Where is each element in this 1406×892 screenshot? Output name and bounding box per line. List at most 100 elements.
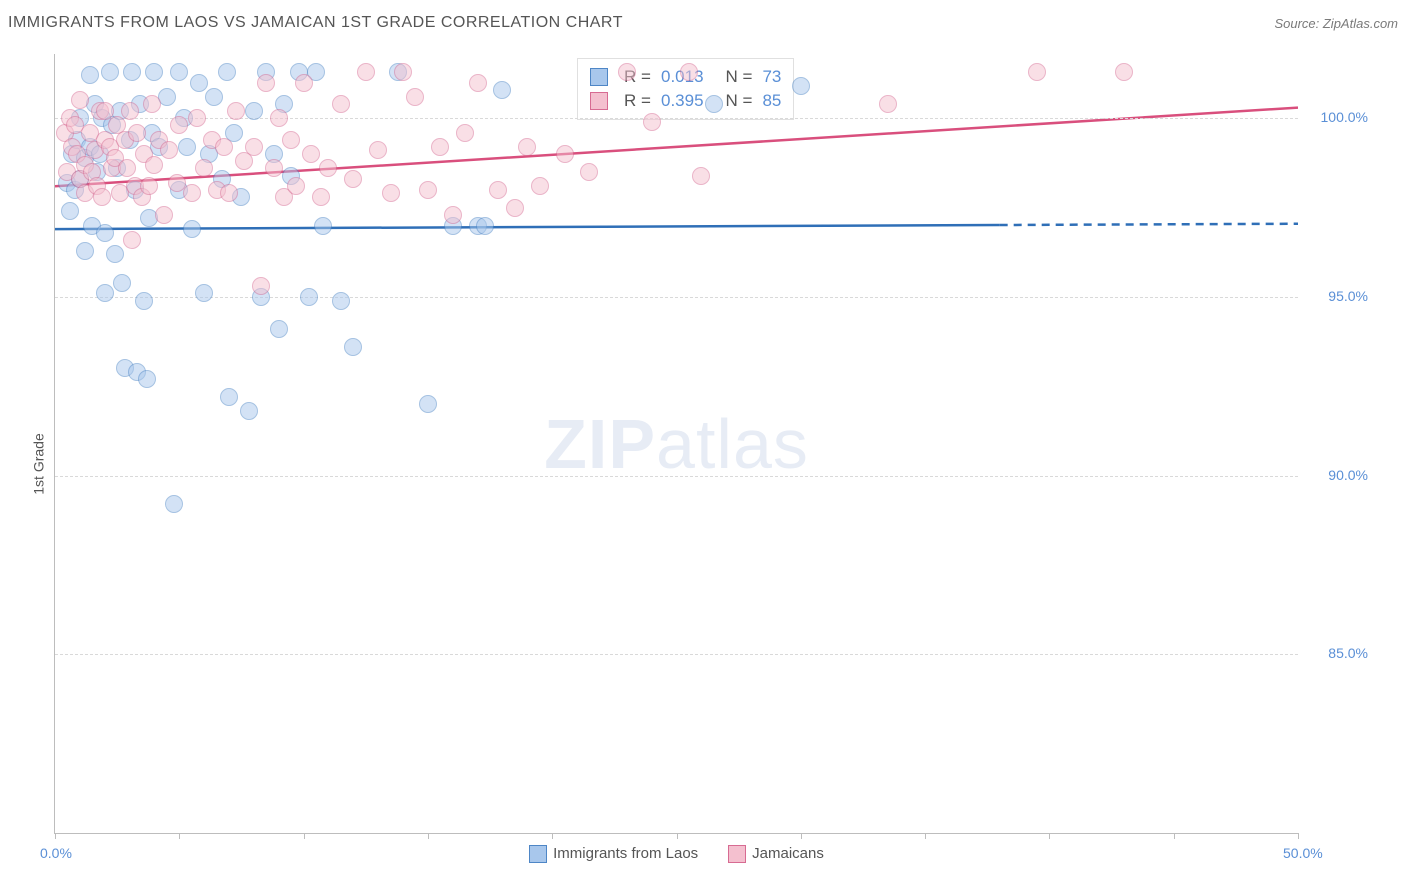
swatch-laos xyxy=(590,68,608,86)
watermark: ZIPatlas xyxy=(544,404,809,484)
data-point-laos xyxy=(419,395,437,413)
data-point-laos xyxy=(178,138,196,156)
data-point-laos xyxy=(493,81,511,99)
n-value-jamaicans: 85 xyxy=(762,91,781,111)
data-point-laos xyxy=(344,338,362,356)
data-point-jamaicans xyxy=(295,74,313,92)
data-point-jamaicans xyxy=(580,163,598,181)
data-point-laos xyxy=(314,217,332,235)
data-point-jamaicans xyxy=(188,109,206,127)
data-point-laos xyxy=(205,88,223,106)
y-axis-label: 1st Grade xyxy=(31,433,47,494)
x-tick xyxy=(1298,833,1299,839)
data-point-jamaicans xyxy=(357,63,375,81)
r-value-jamaicans: 0.395 xyxy=(661,91,704,111)
y-tick-label: 90.0% xyxy=(1328,467,1368,483)
data-point-laos xyxy=(145,63,163,81)
data-point-jamaicans xyxy=(155,206,173,224)
data-point-jamaicans xyxy=(332,95,350,113)
data-point-jamaicans xyxy=(287,177,305,195)
plot-wrap: 1st Grade ZIPatlas R = 0.013N = 73R = 0.… xyxy=(8,44,1398,884)
legend-label-jamaicans: Jamaicans xyxy=(752,845,824,862)
x-tick xyxy=(55,833,56,839)
data-point-jamaicans xyxy=(128,124,146,142)
data-point-jamaicans xyxy=(556,145,574,163)
data-point-laos xyxy=(170,63,188,81)
data-point-laos xyxy=(332,292,350,310)
x-tick-label: 50.0% xyxy=(1283,845,1323,861)
data-point-jamaicans xyxy=(257,74,275,92)
data-point-jamaicans xyxy=(643,113,661,131)
data-point-laos xyxy=(96,284,114,302)
stat-row-jamaicans: R = 0.395N = 85 xyxy=(590,89,781,113)
bottom-legend: Immigrants from Laos Jamaicans xyxy=(55,845,1298,863)
data-point-jamaicans xyxy=(143,95,161,113)
data-point-laos xyxy=(183,220,201,238)
data-point-laos xyxy=(190,74,208,92)
data-point-jamaicans xyxy=(344,170,362,188)
x-tick xyxy=(179,833,180,839)
data-point-laos xyxy=(135,292,153,310)
data-point-jamaicans xyxy=(220,184,238,202)
data-point-jamaicans xyxy=(312,188,330,206)
data-point-jamaicans xyxy=(140,177,158,195)
x-tick xyxy=(552,833,553,839)
data-point-jamaicans xyxy=(618,63,636,81)
x-tick xyxy=(1049,833,1050,839)
data-point-jamaicans xyxy=(270,109,288,127)
data-point-laos xyxy=(270,320,288,338)
data-point-jamaicans xyxy=(183,184,201,202)
gridline xyxy=(55,476,1298,477)
data-point-laos xyxy=(476,217,494,235)
legend-label-laos: Immigrants from Laos xyxy=(553,845,698,862)
x-tick xyxy=(925,833,926,839)
data-point-laos xyxy=(218,63,236,81)
data-point-laos xyxy=(165,495,183,513)
data-point-laos xyxy=(792,77,810,95)
source-label: Source: ZipAtlas.com xyxy=(1274,16,1398,31)
data-point-jamaicans xyxy=(419,181,437,199)
data-point-jamaicans xyxy=(252,277,270,295)
data-point-jamaicans xyxy=(245,138,263,156)
legend-item-laos: Immigrants from Laos xyxy=(529,845,698,863)
data-point-jamaicans xyxy=(506,199,524,217)
legend-swatch-laos xyxy=(529,845,547,863)
data-point-jamaicans xyxy=(265,159,283,177)
data-point-jamaicans xyxy=(444,206,462,224)
data-point-jamaicans xyxy=(282,131,300,149)
data-point-jamaicans xyxy=(319,159,337,177)
data-point-laos xyxy=(113,274,131,292)
title-bar: IMMIGRANTS FROM LAOS VS JAMAICAN 1ST GRA… xyxy=(8,8,1398,38)
data-point-laos xyxy=(195,284,213,302)
x-tick xyxy=(677,833,678,839)
y-tick-label: 95.0% xyxy=(1328,288,1368,304)
chart-container: IMMIGRANTS FROM LAOS VS JAMAICAN 1ST GRA… xyxy=(0,0,1406,892)
y-tick-label: 85.0% xyxy=(1328,645,1368,661)
trend-overlay xyxy=(55,54,1298,833)
x-tick-label: 0.0% xyxy=(40,845,72,861)
legend-item-jamaicans: Jamaicans xyxy=(728,845,824,863)
data-point-jamaicans xyxy=(369,141,387,159)
n-value-laos: 73 xyxy=(762,67,781,87)
data-point-jamaicans xyxy=(123,231,141,249)
data-point-jamaicans xyxy=(302,145,320,163)
data-point-jamaicans xyxy=(160,141,178,159)
data-point-laos xyxy=(705,95,723,113)
data-point-laos xyxy=(240,402,258,420)
y-tick-label: 100.0% xyxy=(1321,109,1368,125)
r-label: R = xyxy=(624,91,651,111)
watermark-zip: ZIP xyxy=(544,405,656,483)
data-point-laos xyxy=(220,388,238,406)
data-point-laos xyxy=(123,63,141,81)
x-tick xyxy=(801,833,802,839)
data-point-jamaicans xyxy=(431,138,449,156)
swatch-jamaicans xyxy=(590,92,608,110)
x-tick xyxy=(428,833,429,839)
data-point-jamaicans xyxy=(518,138,536,156)
plot-area: ZIPatlas R = 0.013N = 73R = 0.395N = 85 … xyxy=(54,54,1298,834)
data-point-laos xyxy=(300,288,318,306)
data-point-jamaicans xyxy=(215,138,233,156)
trend-line-dashed-laos xyxy=(1000,224,1298,225)
data-point-laos xyxy=(61,202,79,220)
data-point-jamaicans xyxy=(469,74,487,92)
